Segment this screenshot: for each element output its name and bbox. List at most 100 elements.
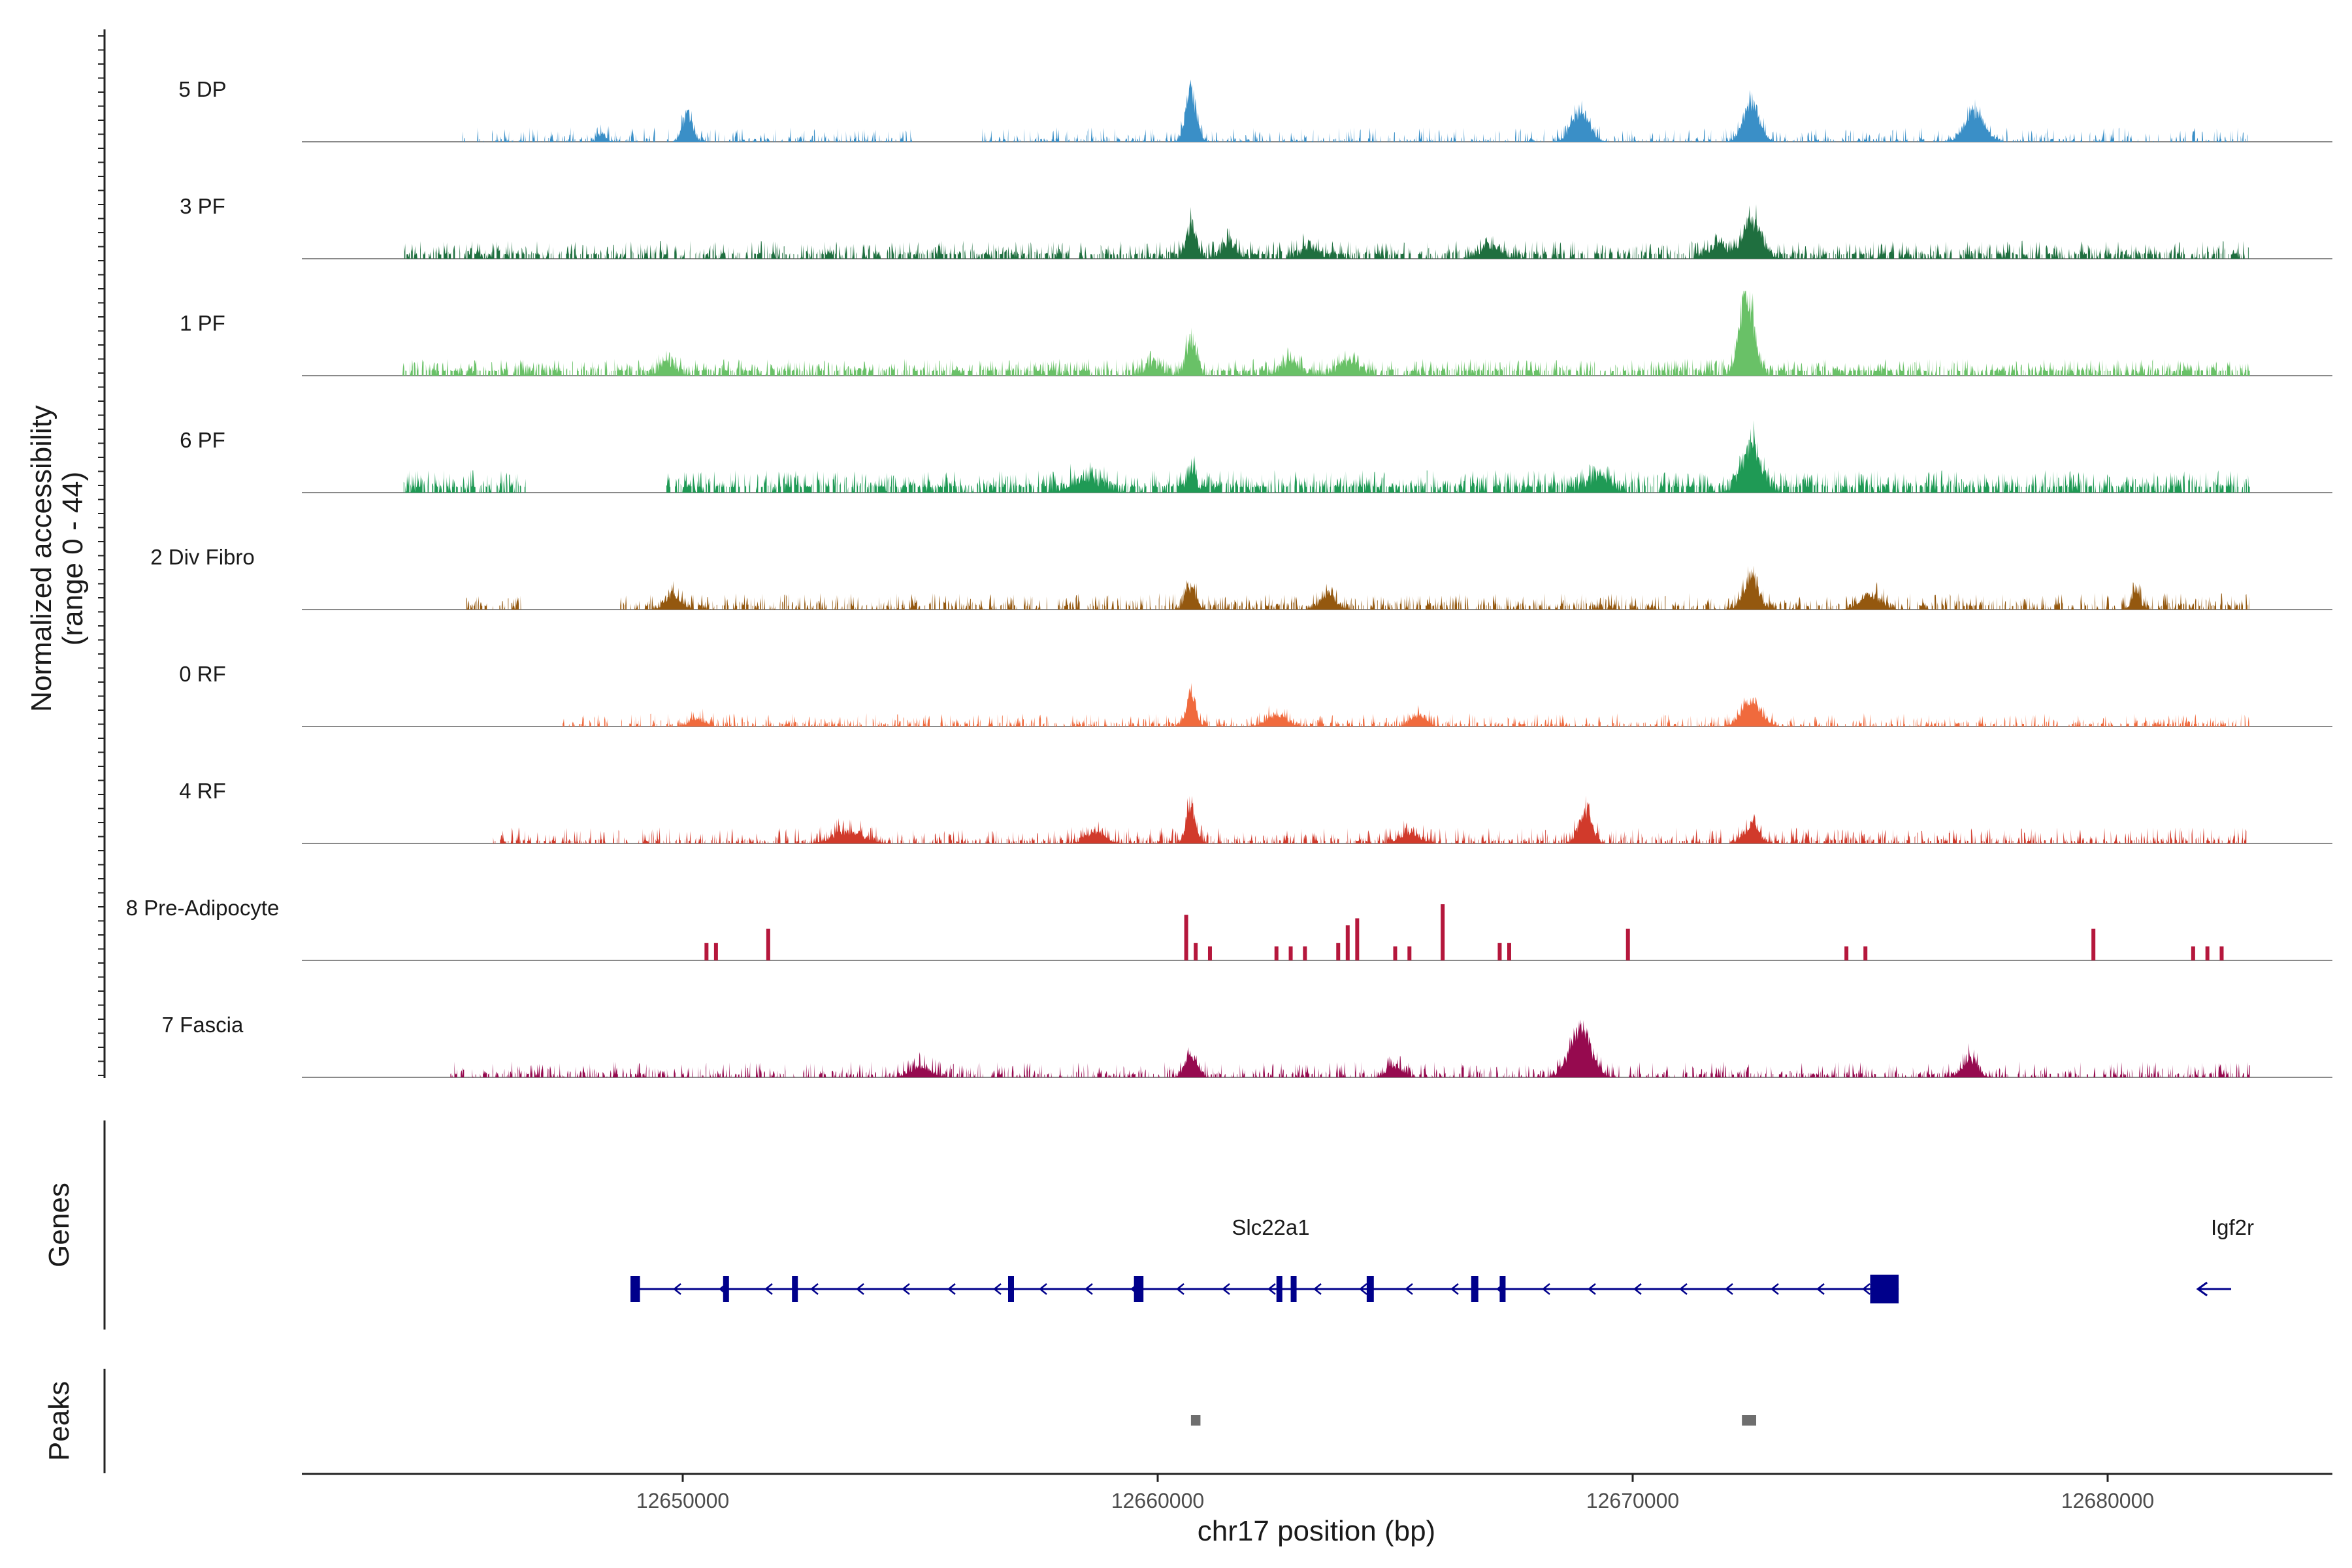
coverage-track: 3 PF	[180, 194, 2332, 259]
track-label: 5 DP	[178, 77, 226, 101]
track-label: 7 Fascia	[162, 1013, 244, 1037]
strand-chevron	[993, 1283, 1002, 1295]
strand-chevron	[1039, 1283, 1047, 1295]
x-tick-label: 12650000	[636, 1489, 729, 1512]
track-label: 0 RF	[179, 662, 226, 686]
strand-chevron	[1771, 1283, 1779, 1295]
coverage-track: 2 Div Fibro	[150, 545, 2332, 610]
gene-label: Slc22a1	[1232, 1215, 1309, 1239]
peaks-title: Peaks	[43, 1381, 75, 1461]
exon	[1870, 1275, 1899, 1303]
strand-chevron	[856, 1283, 864, 1295]
coverage-bar	[1625, 928, 1630, 960]
coverage-bar	[1497, 943, 1502, 960]
coverage-area	[450, 1019, 2250, 1077]
gene-model: Slc22a1	[630, 1215, 1899, 1303]
strand-chevron	[810, 1283, 819, 1295]
exon	[1290, 1276, 1297, 1302]
exon	[1366, 1276, 1374, 1302]
coverage-bar	[2091, 928, 2096, 960]
strand-chevron	[1085, 1283, 1093, 1295]
strand-chevron	[1450, 1283, 1459, 1295]
coverage-bar	[766, 928, 770, 960]
exon	[792, 1276, 798, 1302]
coverage-bar	[1303, 946, 1307, 960]
exon	[1007, 1276, 1014, 1302]
x-tick-label: 12680000	[2061, 1489, 2154, 1512]
y-axis-title: Normalized accessibility	[25, 405, 57, 711]
coverage-bar	[1184, 915, 1188, 960]
peak-region	[1190, 1415, 1201, 1426]
genes-title: Genes	[43, 1183, 75, 1267]
strand-chevron	[1725, 1283, 1733, 1295]
coverage-bar	[1274, 946, 1279, 960]
track-label: 4 RF	[179, 779, 226, 803]
strand-chevron	[1313, 1283, 1322, 1295]
exon	[1471, 1276, 1478, 1302]
x-axis: 12650000 12660000 12670000 12680000 chr17 po…	[302, 1473, 2332, 1547]
gene-label: Igf2r	[2211, 1215, 2254, 1239]
coverage-bar	[1393, 946, 1397, 960]
strand-chevron	[673, 1283, 681, 1295]
peaks-panel: Peaks	[43, 1369, 1757, 1473]
coverage-bar	[713, 943, 718, 960]
coverage-area	[402, 291, 2250, 376]
coverage-bar	[1507, 943, 1511, 960]
exon	[630, 1276, 640, 1302]
coverage-bar	[2191, 946, 2195, 960]
coverage-bar	[1194, 943, 1198, 960]
coverage-area	[561, 683, 2249, 727]
strand-chevron	[1222, 1283, 1230, 1295]
x-tick-label: 12660000	[1111, 1489, 1204, 1512]
track-label: 1 PF	[180, 311, 225, 335]
strand-chevron	[1862, 1283, 1870, 1295]
exon	[1276, 1276, 1282, 1302]
x-tick-label: 12670000	[1586, 1489, 1679, 1512]
coverage-track: 0 RF	[179, 662, 2332, 727]
y-axis: Normalized accessibility (range 0 - 44)	[25, 29, 106, 1078]
coverage-bar	[1844, 946, 1849, 960]
y-axis-range: (range 0 - 44)	[57, 472, 89, 646]
coverage-bar	[1407, 946, 1412, 960]
strand-arrow	[2196, 1281, 2208, 1297]
coverage-tracks: 5 DP 3 PF 1 PF 6 PF 2 Div Fibro 0 RF 4 RF 8 Pre…	[126, 77, 2332, 1078]
coverage-track: 7 Fascia	[162, 1013, 2332, 1078]
strand-chevron	[1588, 1283, 1596, 1295]
track-label: 6 PF	[180, 428, 225, 452]
coverage-bar	[1288, 946, 1293, 960]
coverage-track: 4 RF	[179, 779, 2332, 844]
strand-chevron	[1359, 1283, 1367, 1295]
exon	[1499, 1276, 1506, 1302]
strand-chevron	[1542, 1283, 1550, 1295]
coverage-bar	[2205, 946, 2210, 960]
peak-region	[1742, 1415, 1757, 1426]
exon	[723, 1276, 729, 1302]
strand-chevron	[1679, 1283, 1688, 1295]
strand-chevron	[1176, 1283, 1184, 1295]
coverage-bar	[1355, 918, 1360, 960]
coverage-track: 5 DP	[178, 77, 2332, 142]
coverage-bar	[1207, 946, 1212, 960]
track-label: 2 Div Fibro	[150, 545, 255, 569]
track-label: 3 PF	[180, 194, 225, 218]
strand-chevron	[1816, 1283, 1825, 1295]
coverage-bar	[1336, 943, 1341, 960]
strand-chevron	[1633, 1283, 1642, 1295]
coverage-area	[461, 79, 2250, 142]
strand-chevron	[1267, 1283, 1276, 1295]
genes-panel: Genes Slc22a1 Igf2r	[43, 1120, 2254, 1330]
coverage-bar	[1345, 925, 1350, 960]
strand-chevron	[902, 1283, 910, 1295]
coverage-area	[465, 565, 2249, 610]
strand-chevron	[1405, 1283, 1413, 1295]
strand-chevron	[947, 1283, 956, 1295]
coverage-track: 1 PF	[180, 291, 2332, 376]
exon	[1134, 1276, 1144, 1302]
x-axis-title: chr17 position (bp)	[1198, 1515, 1435, 1547]
coverage-track: 6 PF	[180, 420, 2332, 493]
coverage-bar	[704, 943, 709, 960]
coverage-area	[402, 204, 2250, 259]
coverage-bar	[2219, 946, 2224, 960]
gene-model: Igf2r	[2196, 1215, 2254, 1297]
